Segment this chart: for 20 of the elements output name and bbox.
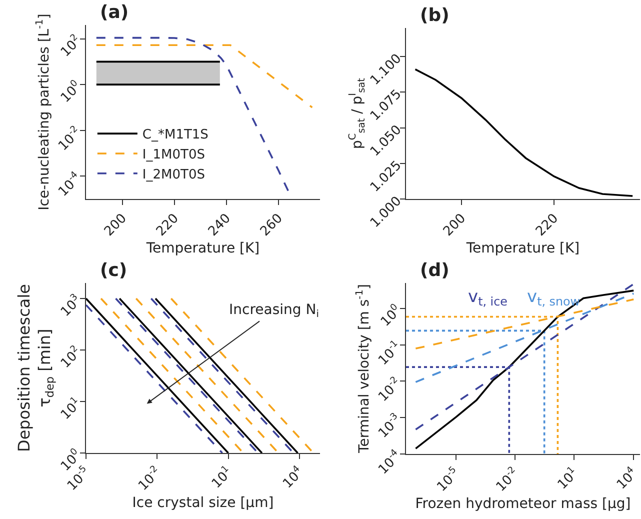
annotation: Increasing N$_{i}$ bbox=[229, 302, 319, 320]
chart-title: (a) bbox=[100, 2, 129, 23]
x-tick-label: 240 bbox=[206, 211, 234, 240]
legend-label: I_2M0T0S bbox=[142, 167, 205, 182]
text: v$_{t, ice}$ bbox=[468, 287, 508, 309]
x-tick-label: 200 bbox=[440, 211, 469, 240]
x-tick-label: 200 bbox=[102, 211, 130, 240]
x-tick-label: 220 bbox=[533, 211, 562, 240]
legend-label: C_*M1T1S bbox=[142, 128, 208, 143]
x-tick-label: 260 bbox=[258, 211, 286, 240]
chart-title: (c) bbox=[100, 260, 128, 281]
x-axis-title: Ice crystal size [μm] bbox=[132, 495, 274, 512]
chart-title: (b) bbox=[420, 5, 450, 26]
x-axis-title: Temperature [K] bbox=[465, 240, 580, 256]
x-axis-title: Temperature [K] bbox=[145, 240, 260, 256]
chart-title: (d) bbox=[420, 260, 450, 281]
x-axis-title: Frozen hydrometeor mass [μg] bbox=[415, 496, 631, 512]
x-tick-label: 220 bbox=[154, 211, 182, 240]
series-label: v$_{t, snow}$ bbox=[527, 287, 580, 309]
legend-label: I_1M0T0S bbox=[142, 148, 205, 163]
